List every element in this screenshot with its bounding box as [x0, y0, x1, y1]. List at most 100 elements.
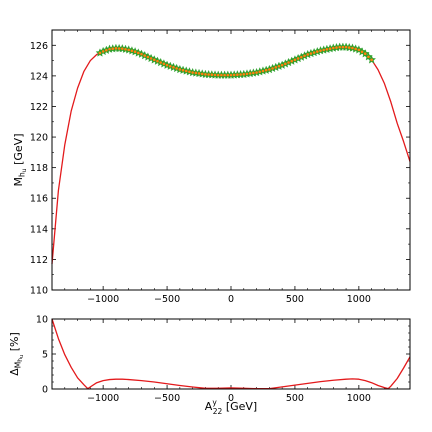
dot-marker — [284, 62, 287, 66]
x-axis-label: Ay 22 [GeV] — [205, 398, 257, 416]
dot-marker — [252, 71, 255, 75]
y-tick-label: 116 — [30, 194, 48, 205]
dot-marker — [280, 63, 284, 67]
dot-marker — [105, 48, 108, 52]
dot-marker — [200, 72, 204, 76]
dot-marker — [181, 68, 185, 72]
dot-marker — [197, 72, 201, 75]
dot-marker — [248, 72, 252, 75]
main-axis-ticks: −1000 −500 0 500 1000 110 112 114 116 118 120 122 12… — [30, 30, 410, 305]
dot-marker — [242, 73, 246, 76]
dot-marker — [232, 73, 236, 77]
dot-marker — [255, 71, 258, 74]
dot-marker — [328, 47, 332, 50]
dot-marker — [296, 57, 300, 60]
dot-marker — [322, 48, 325, 52]
dot-marker — [210, 73, 214, 77]
x-tick-label: −500 — [154, 294, 180, 305]
dot-marker — [341, 45, 345, 49]
dot-marker — [207, 73, 210, 76]
dot-marker — [300, 55, 303, 59]
dot-marker — [98, 51, 102, 55]
dot-marker — [319, 49, 322, 52]
main-plot-frame — [51, 29, 411, 291]
x-tick-label: −500 — [154, 393, 180, 404]
dot-marker — [152, 58, 156, 62]
dot-marker — [316, 50, 319, 53]
dot-marker — [261, 69, 265, 73]
dot-marker — [220, 73, 223, 77]
dot-marker — [360, 50, 364, 54]
ratio-panel: −1000 −500 0 500 1000 0 5 10 ΔMhu [%] Ay 22 [GeV… — [8, 315, 411, 416]
dot-marker — [191, 71, 194, 74]
dot-marker — [159, 61, 162, 64]
main-series-line — [51, 46, 411, 265]
dot-marker — [137, 51, 140, 55]
main-y-axis-label: Mhu [GeV] — [12, 134, 28, 187]
dot-marker — [363, 52, 367, 56]
x-tick-label: 1000 — [347, 393, 371, 404]
dot-marker — [168, 64, 172, 68]
dot-marker — [178, 68, 182, 71]
dot-marker — [130, 49, 134, 53]
dot-marker — [338, 45, 341, 49]
dot-marker — [344, 45, 348, 49]
dot-marker — [354, 47, 357, 51]
dot-marker — [165, 63, 169, 67]
dot-marker — [149, 57, 153, 60]
dot-marker — [271, 67, 274, 70]
dot-marker — [121, 47, 124, 50]
dot-marker — [264, 68, 268, 72]
dot-marker — [351, 46, 354, 50]
dot-marker — [223, 73, 226, 77]
dot-marker — [258, 70, 262, 74]
dot-marker — [357, 48, 361, 52]
y-tick-label: 124 — [30, 71, 48, 82]
dot-marker — [213, 73, 217, 77]
ratio-data-layer — [51, 318, 411, 390]
ratio-axis-ticks: −1000 −500 0 500 1000 0 5 10 — [36, 315, 410, 404]
dot-marker — [226, 73, 230, 77]
dot-marker — [127, 48, 131, 52]
dot-marker — [101, 50, 105, 53]
x-tick-label: −1000 — [87, 393, 119, 404]
y-tick-label: 120 — [30, 133, 48, 144]
dot-marker — [216, 73, 220, 77]
dot-marker — [108, 47, 111, 51]
x-tick-label: 500 — [286, 294, 304, 305]
dot-marker — [194, 71, 198, 75]
ratio-series-line — [51, 318, 411, 390]
dot-marker — [175, 67, 178, 70]
dot-marker — [268, 68, 271, 71]
dot-marker — [229, 73, 233, 77]
dot-marker — [277, 64, 281, 68]
main-data-layer — [51, 42, 411, 265]
y-tick-label: 5 — [42, 350, 48, 361]
dot-marker — [114, 47, 118, 50]
dot-marker — [309, 52, 313, 55]
dot-marker — [140, 52, 143, 56]
y-tick-label: 122 — [30, 102, 48, 113]
dot-marker — [156, 59, 159, 63]
y-tick-label: 110 — [30, 286, 48, 297]
dot-marker — [124, 47, 127, 51]
dot-marker — [184, 69, 188, 73]
dot-marker — [290, 59, 294, 63]
dot-marker — [370, 58, 373, 62]
x-tick-label: 1000 — [347, 294, 371, 305]
ratio-plot-frame — [51, 318, 411, 390]
dot-marker — [347, 46, 351, 49]
y-tick-label: 118 — [30, 163, 48, 174]
dot-marker — [239, 73, 242, 76]
main-panel: −1000 −500 0 500 1000 110 112 114 116 118 120 122 12… — [12, 29, 411, 305]
dot-marker — [117, 47, 121, 50]
dot-marker — [306, 53, 310, 56]
dot-marker — [146, 55, 150, 59]
dot-marker — [274, 66, 278, 69]
dot-marker — [325, 48, 329, 51]
dot-marker — [111, 47, 115, 51]
dot-marker — [143, 54, 146, 57]
dot-marker — [172, 66, 175, 69]
dot-marker — [236, 73, 239, 77]
